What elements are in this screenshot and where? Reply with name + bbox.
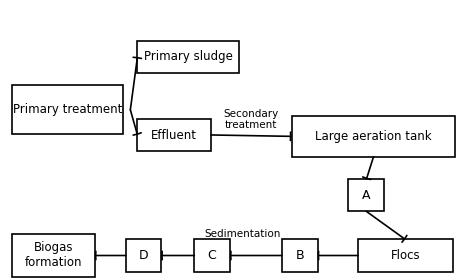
Text: D: D bbox=[138, 249, 148, 262]
Text: Effluent: Effluent bbox=[151, 129, 197, 142]
Text: Large aeration tank: Large aeration tank bbox=[315, 130, 432, 143]
Text: C: C bbox=[208, 249, 217, 262]
FancyBboxPatch shape bbox=[348, 179, 384, 211]
Text: Secondary
treatment: Secondary treatment bbox=[224, 109, 279, 130]
FancyBboxPatch shape bbox=[137, 41, 239, 73]
FancyBboxPatch shape bbox=[137, 119, 211, 151]
Text: Sedimentation: Sedimentation bbox=[205, 228, 281, 239]
FancyBboxPatch shape bbox=[12, 85, 123, 134]
FancyBboxPatch shape bbox=[282, 239, 318, 272]
FancyBboxPatch shape bbox=[12, 234, 95, 277]
Text: Biogas
formation: Biogas formation bbox=[25, 241, 82, 269]
FancyBboxPatch shape bbox=[292, 116, 455, 157]
FancyBboxPatch shape bbox=[358, 239, 453, 272]
Text: A: A bbox=[362, 189, 370, 202]
Text: B: B bbox=[295, 249, 304, 262]
FancyBboxPatch shape bbox=[126, 239, 161, 272]
Text: Primary sludge: Primary sludge bbox=[144, 50, 233, 63]
Text: Flocs: Flocs bbox=[391, 249, 420, 262]
FancyBboxPatch shape bbox=[194, 239, 230, 272]
Text: Primary treatment: Primary treatment bbox=[13, 103, 122, 116]
